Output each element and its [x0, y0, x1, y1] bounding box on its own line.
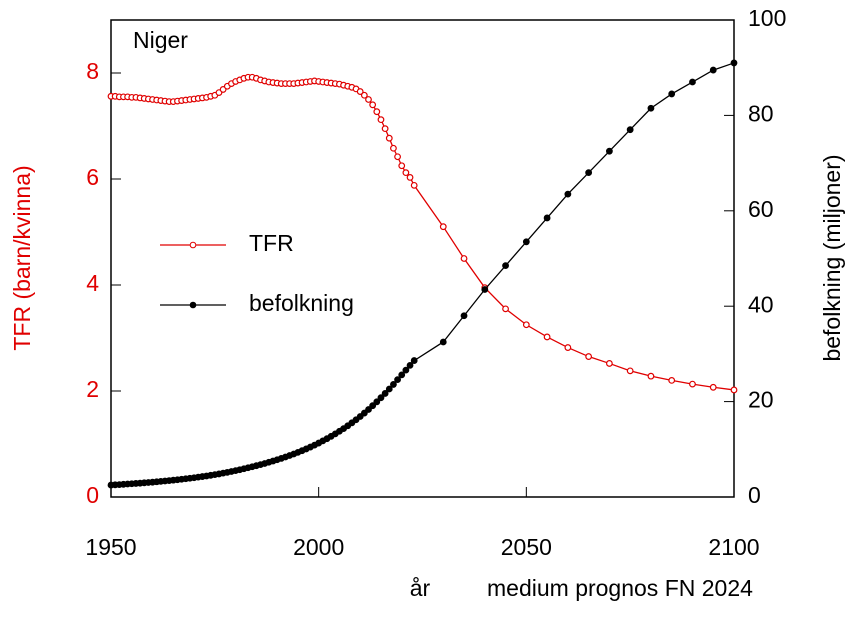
data-point	[730, 386, 738, 394]
data-point	[689, 380, 696, 388]
data-point	[377, 116, 385, 124]
data-point	[385, 134, 393, 142]
data-point	[365, 96, 372, 103]
data-point	[406, 361, 414, 369]
legend-marker	[189, 301, 197, 309]
data-point	[543, 214, 551, 222]
data-point	[439, 338, 447, 346]
data-point	[709, 383, 717, 391]
data-point	[522, 238, 530, 246]
data-point	[460, 255, 468, 262]
data-point	[626, 367, 634, 375]
y-tick-label: 8	[86, 58, 99, 84]
data-point	[668, 377, 676, 384]
data-point	[402, 366, 410, 374]
data-point	[381, 390, 389, 397]
data-point	[460, 312, 468, 320]
data-point	[365, 406, 372, 413]
data-point	[390, 144, 397, 152]
data-point	[626, 126, 634, 134]
data-point	[585, 169, 593, 177]
data-point	[360, 91, 368, 99]
data-point	[356, 413, 364, 420]
data-point	[402, 169, 410, 177]
data-point	[406, 174, 414, 181]
y2-axis-label: befolkning (miljoner)	[819, 154, 845, 361]
data-point	[360, 409, 368, 417]
data-point	[385, 385, 393, 393]
data-point	[394, 153, 401, 161]
data-point	[502, 305, 509, 313]
plot-frame	[110, 19, 735, 498]
data-point	[398, 371, 406, 379]
data-point	[398, 162, 406, 170]
data-point	[606, 360, 613, 367]
data-point	[410, 181, 418, 189]
data-point	[377, 394, 385, 402]
x-tick-label: 1950	[85, 534, 136, 560]
data-point	[564, 190, 572, 198]
data-point	[647, 372, 655, 380]
series-line	[110, 62, 735, 486]
series-line	[111, 76, 735, 391]
data-point	[369, 101, 377, 109]
y2-tick-label: 60	[748, 196, 774, 222]
y-axis-label: TFR (barn/kvinna)	[9, 165, 35, 350]
x-tick-label: 2100	[708, 534, 759, 560]
data-point	[481, 286, 489, 293]
data-point	[502, 262, 509, 270]
data-point	[522, 321, 530, 329]
x-tick-label: 2050	[501, 534, 552, 560]
x-tick-label: 2000	[293, 534, 344, 560]
data-point	[410, 357, 418, 364]
data-point	[564, 344, 572, 351]
y2-tick-label: 0	[748, 482, 761, 508]
data-point	[394, 376, 401, 384]
annotation: medium prognos FN 2024	[487, 575, 753, 601]
data-point	[647, 104, 655, 112]
data-point	[369, 402, 377, 410]
y-tick-label: 0	[86, 482, 99, 508]
data-point	[356, 88, 364, 95]
data-point	[390, 381, 397, 388]
legend-label: TFR	[249, 230, 294, 256]
data-point	[585, 353, 593, 360]
y2-tick-label: 80	[748, 100, 774, 126]
y-tick-label: 2	[86, 376, 99, 402]
data-point	[689, 78, 696, 86]
legend-label: befolkning	[249, 290, 354, 316]
data-point	[668, 90, 676, 98]
chart-title: Niger	[133, 27, 188, 53]
data-point	[381, 125, 389, 133]
y2-tick-label: 20	[748, 387, 774, 413]
y-tick-label: 6	[86, 164, 99, 190]
data-point	[730, 59, 738, 67]
data-point	[373, 398, 381, 406]
x-axis-label: år	[410, 575, 431, 601]
y2-tick-label: 40	[748, 291, 774, 317]
legend-marker	[189, 241, 197, 249]
data-point	[439, 223, 447, 231]
data-point	[543, 333, 551, 341]
y-tick-label: 4	[86, 270, 99, 296]
data-point	[709, 66, 717, 74]
y2-tick-label: 100	[748, 5, 786, 31]
data-point	[606, 147, 613, 155]
data-point	[373, 108, 381, 116]
